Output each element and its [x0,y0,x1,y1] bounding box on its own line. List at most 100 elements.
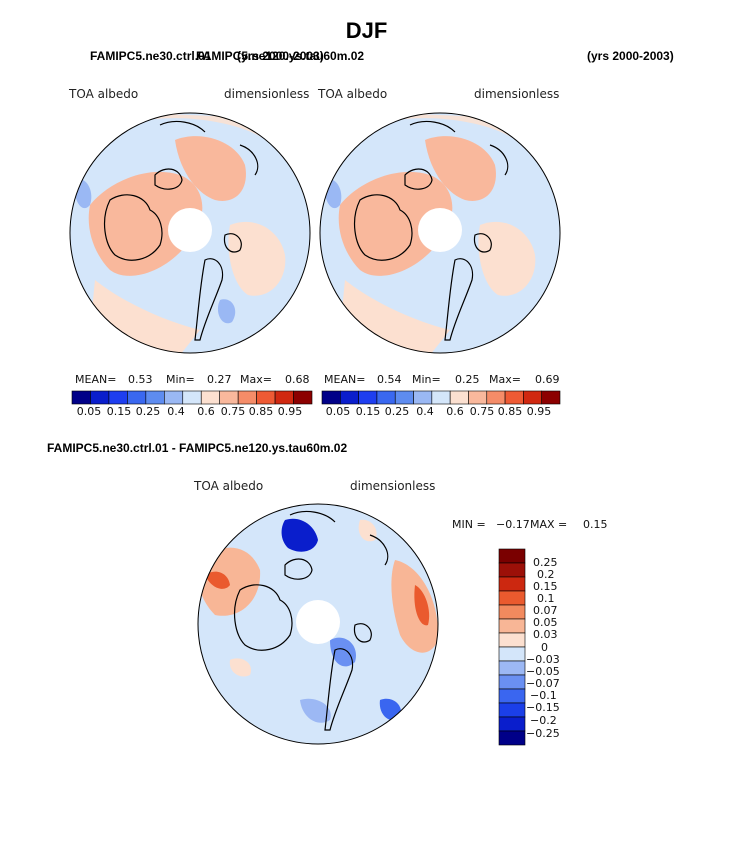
panel2-albedo-patch [338,171,453,276]
panel2-colorbar-swatch [468,390,488,405]
panel1-colorbar-tick: 0.75 [220,405,246,418]
panel2-colorbar-swatch [541,390,561,405]
panel1-min-value: 0.27 [207,373,232,386]
diff-patch [229,658,251,677]
diff-colorbar-swatch [498,646,526,662]
panel2-polar-hole [418,208,462,252]
diff-colorbar-tick: 0 [541,641,548,654]
diff-colorbar-tick: −0.2 [530,714,557,727]
diff-map [197,503,439,745]
panel1-colorbar-swatch [145,390,165,405]
diff-colorbar-tick: −0.15 [526,701,560,714]
panel2-map [319,112,561,354]
diff-colorbar-tick: −0.25 [526,727,560,740]
panel1-albedo-patch [175,136,246,201]
panel1-variable-label: TOA albedo [69,87,139,101]
panel2-colorbar [321,390,561,405]
diff-colorbar-swatch [498,702,526,718]
panel1-mean-value: 0.53 [128,373,153,386]
panel2-max-value: 0.69 [535,373,560,386]
panel1-colorbar-swatch [200,390,220,405]
panel2-colorbar-swatch [504,390,524,405]
diff-colorbar-tick: 0.05 [533,616,558,629]
panel2-colorbar-swatch [321,390,341,405]
diff-variable-label: TOA albedo [194,479,264,493]
diff-colorbar-tick: 0.15 [533,580,558,593]
left-run-label: FAMIPC5.ne30.ctrl.01 [90,49,212,63]
panel2-colorbar-tick: 0.85 [497,405,523,418]
right-run-label: FAMIPC5.ne120.ys.tau60m.02 [196,49,365,63]
panel1-colorbar-tick: 0.95 [277,405,303,418]
panel2-albedo-patch [478,221,536,296]
diff-colorbar-swatch [498,618,526,634]
right-years-label: (yrs 2000-2003) [587,49,674,63]
diff-patch [330,637,356,667]
panel1-colorbar-tick: 0.85 [248,405,274,418]
diff-colorbar-swatch [498,604,526,620]
panel1-colorbar-swatch [274,390,294,405]
panel2-colorbar-tick: 0.6 [446,405,464,418]
panel1-units-label: dimensionless [224,87,310,101]
panel2-colorbar-swatch [486,390,506,405]
panel1-colorbar-tick: 0.25 [135,405,161,418]
diff-min-value: −0.17 [496,518,530,531]
panel1-albedo-patch [88,171,203,276]
panel2-colorbar-swatch [376,390,396,405]
diff-colorbar-swatch [498,548,526,564]
panel2-colorbar-tick: 0.4 [416,405,434,418]
diff-coastlines [233,510,389,731]
panel2-min-value: 0.25 [455,373,480,386]
panel1-mean-label: MEAN= [75,373,117,386]
diff-colorbar-swatch [498,660,526,676]
panel1-polar-hole [168,208,212,252]
panel1-colorbar-tick: 0.6 [197,405,215,418]
panel1-colorbar-swatch [256,390,276,405]
panel2-colorbar-swatch [523,390,542,405]
diff-units-label: dimensionless [350,479,436,493]
panel2-map-border [319,112,561,354]
panel1-coastlines [103,120,259,341]
panel1-colorbar-swatch [71,390,91,405]
panel1-colorbar-swatch [293,390,313,405]
panel1-min-label: Min= [166,373,195,386]
diff-colorbar-swatch [498,562,526,578]
diff-colorbar-tick: 0.07 [533,604,558,617]
diff-colorbar-tick: −0.1 [530,689,557,702]
panel1-albedo-patch [228,221,286,296]
diff-colorbar-tick: 0.1 [537,592,555,605]
diff-colorbar-tick: −0.07 [526,677,560,690]
diff-colorbar-swatch [498,590,526,606]
panel2-max-label: Max= [489,373,521,386]
panel2-min-label: Min= [412,373,441,386]
panel2-colorbar-swatch [340,390,359,405]
diff-title: FAMIPC5.ne30.ctrl.01 - FAMIPC5.ne120.ys.… [47,441,348,455]
diff-patch [205,571,230,589]
diff-colorbar-tick: 0.25 [533,556,558,569]
diff-colorbar-tick: 0.03 [533,628,558,641]
figure-title: DJF [345,18,388,43]
panel1-colorbar [71,390,313,405]
panel2-mean-value: 0.54 [377,373,402,386]
panel2-colorbar-swatch [413,390,433,405]
panel2-colorbar-tick: 0.95 [526,405,552,418]
panel2-colorbar-tick: 0.25 [384,405,410,418]
panel1-colorbar-swatch [182,390,202,405]
diff-map-border [197,503,439,745]
panel1-albedo-patch [217,299,236,324]
panel2-colorbar-swatch [449,390,469,405]
panel2-coastlines [353,120,509,341]
diff-colorbar-tick: −0.03 [526,653,560,666]
panel1-colorbar-swatch [219,390,239,405]
panel1-max-label: Max= [240,373,272,386]
panel2-mean-label: MEAN= [324,373,366,386]
diff-patch [281,518,318,552]
panel1-colorbar-tick: 0.15 [106,405,132,418]
panel2-albedo-patch [425,136,496,201]
diff-polar-hole [296,600,340,644]
panel2-colorbar-tick: 0.05 [325,405,351,418]
diff-min-label: MIN = [452,518,486,531]
diff-colorbar-swatch [498,576,526,592]
diff-colorbar-swatch [498,716,526,732]
panel1-colorbar-swatch [164,390,184,405]
panel2-colorbar-tick: 0.75 [469,405,495,418]
